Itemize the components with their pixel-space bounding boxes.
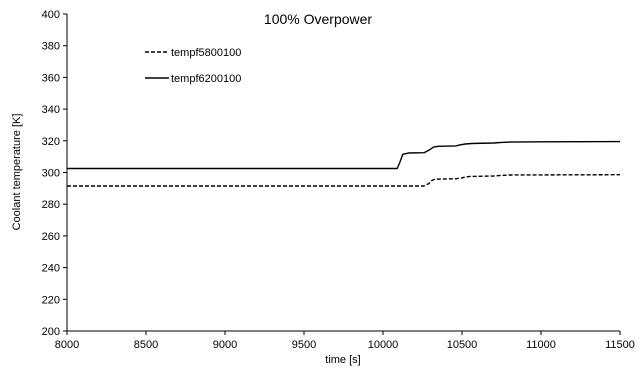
chart-title: 100% Overpower	[264, 11, 373, 27]
x-tick-label: 8000	[55, 339, 79, 351]
series-line-tempf6200100	[67, 140, 621, 170]
y-tick-label: 260	[42, 231, 60, 243]
x-tick-label: 11500	[605, 339, 635, 351]
x-tick-label: 8500	[134, 339, 158, 351]
x-ticks: 8000 8500 9000 9500 10000 10500 11000 11500	[55, 331, 635, 351]
y-axis-title: Coolant temperature [K]	[11, 114, 23, 231]
series-line-tempf5800100	[67, 173, 621, 187]
y-tick-label: 360	[42, 72, 60, 84]
y-tick-label: 240	[42, 263, 60, 275]
y-tick-label: 280	[42, 199, 60, 211]
x-tick-label: 9000	[213, 339, 237, 351]
x-tick-label: 10000	[368, 339, 399, 351]
y-tick-label: 340	[42, 104, 60, 116]
legend: tempf5800100 tempf6200100	[145, 47, 241, 85]
y-tick-label: 220	[42, 294, 60, 306]
x-tick-label: 9500	[292, 339, 316, 351]
y-ticks: 200 220 240 260 280 300 320 340 360 380 400	[42, 9, 67, 338]
y-tick-label: 400	[42, 9, 60, 21]
legend-label: tempf6200100	[171, 73, 241, 85]
legend-label: tempf5800100	[171, 47, 241, 59]
y-tick-label: 300	[42, 168, 60, 180]
x-tick-label: 10500	[447, 339, 478, 351]
axes	[66, 14, 620, 332]
series-layer	[67, 140, 621, 187]
y-tick-label: 200	[42, 326, 60, 338]
x-tick-label: 11000	[526, 339, 556, 351]
x-axis-title: time [s]	[325, 354, 360, 366]
y-tick-label: 320	[42, 136, 60, 148]
y-tick-label: 380	[42, 41, 60, 53]
